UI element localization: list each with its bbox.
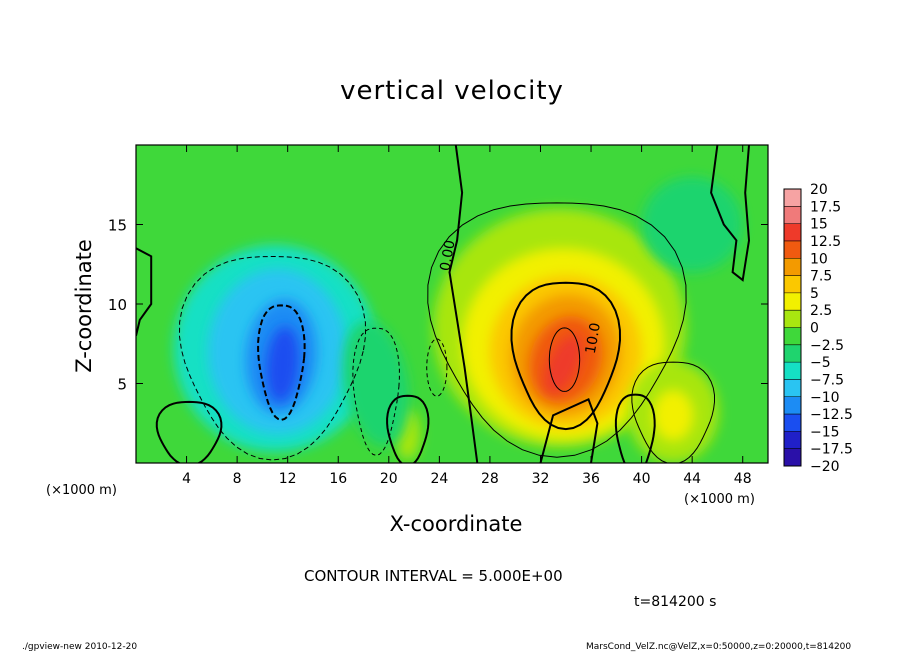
contour-updraft-15 <box>548 327 581 392</box>
colorbar-label-9: −2.5 <box>810 338 844 354</box>
x-tick-label-2: 12 <box>279 471 297 487</box>
y-tick-label-0: 5 <box>117 376 127 394</box>
contour-zero-cell-2 <box>155 400 223 463</box>
colorbar-label-12: −10 <box>810 390 840 406</box>
contour-interval-label: CONTOUR INTERVAL = 5.000E+00 <box>304 567 563 585</box>
downdraft-core <box>265 326 300 403</box>
colorbar-label-6: 5 <box>810 286 819 302</box>
colorbar-segment-10 <box>784 362 801 380</box>
chart-title: vertical velocity <box>340 76 564 106</box>
x-tick-label-6: 28 <box>481 471 499 487</box>
velocity-field <box>136 145 768 463</box>
colorbar-label-15: −17.5 <box>810 442 853 458</box>
time-label: t=814200 s <box>634 594 717 610</box>
y-tick-label-2: 15 <box>108 217 127 235</box>
updraft-core <box>544 334 583 394</box>
contour-zero-cell-1 <box>386 394 430 463</box>
colorbar-label-2: 15 <box>810 217 828 233</box>
contour-downdraft-10 <box>257 304 306 421</box>
colorbar-segment-4 <box>784 258 801 277</box>
colorbar-segment-0 <box>784 189 801 207</box>
colorbar-label-14: −15 <box>810 424 840 440</box>
colorbar-label-11: −7.5 <box>810 372 844 388</box>
x-tick-label-10: 44 <box>683 471 701 487</box>
colorbar-segment-5 <box>784 275 801 294</box>
x-tick-label-5: 24 <box>430 471 448 487</box>
colorbar-label-1: 17.5 <box>810 199 841 215</box>
colorbar-label-4: 10 <box>810 251 828 267</box>
colorbar-segment-6 <box>784 292 801 311</box>
colorbar-segment-8 <box>784 327 801 346</box>
colorbar-segment-3 <box>784 240 801 259</box>
contour-updraft-10 <box>510 281 622 431</box>
y-tick-label-1: 10 <box>108 296 127 314</box>
contour-zero-upper-right <box>710 145 751 282</box>
contour-downdraft-minor-2 <box>426 338 448 397</box>
colorbar-label-3: 12.5 <box>810 234 841 250</box>
x-tick-label-3: 16 <box>329 471 347 487</box>
colorbar-segment-9 <box>784 344 801 363</box>
colorbar-segment-1 <box>784 206 801 225</box>
x-unit-label-right: (×1000 m) <box>684 492 755 507</box>
contour-label-0: 0.00 <box>437 239 458 272</box>
secondary-updraft-core <box>652 389 694 441</box>
x-tick-label-8: 36 <box>582 471 600 487</box>
contour-updraft-5 <box>427 202 687 458</box>
colorbar-segment-15 <box>784 448 801 467</box>
footer-left: ./gpview-new 2010-12-20 <box>22 642 138 652</box>
x-unit-label-left: (×1000 m) <box>46 483 117 498</box>
x-tick-label-7: 32 <box>532 471 550 487</box>
colorbar-label-8: 0 <box>810 321 819 337</box>
colorbar-segment-12 <box>784 396 801 415</box>
x-tick-label-0: 4 <box>182 471 191 487</box>
colorbar-label-16: −20 <box>810 459 840 475</box>
contour-downdraft-minor <box>352 327 400 456</box>
y-axis-label: Z-coordinate <box>72 239 96 373</box>
colorbar-segment-2 <box>784 223 801 242</box>
colorbar-segment-7 <box>784 310 801 328</box>
contour-label-1: 10.0 <box>583 322 604 355</box>
colorbar-segment-11 <box>784 379 801 398</box>
x-tick-label-1: 8 <box>233 471 242 487</box>
contour-zero-low <box>539 398 599 463</box>
colorbar-label-7: 2.5 <box>810 303 832 319</box>
colorbar-label-5: 7.5 <box>810 269 832 285</box>
footer-right: MarsCond_VelZ.nc@VelZ,x=0:50000,z=0:2000… <box>586 642 852 652</box>
colorbar-segment-13 <box>784 414 801 432</box>
colorbar-label-10: −5 <box>810 355 831 371</box>
downdraft-minor <box>343 320 410 447</box>
colorbar-label-13: −12.5 <box>810 407 853 423</box>
colorbar-label-0: 20 <box>810 182 828 198</box>
contour-downdraft-5 <box>178 255 367 461</box>
contour-zero-cell-3 <box>614 393 656 463</box>
contour-zero-left <box>136 247 153 337</box>
contour-lines: 0.00 10.0 <box>136 145 751 463</box>
x-tick-label-4: 20 <box>380 471 398 487</box>
x-axis-label: X-coordinate <box>389 512 523 536</box>
x-tick-label-11: 48 <box>734 471 752 487</box>
downdraft-upper-right <box>641 176 743 273</box>
contour-zero <box>448 145 479 463</box>
x-tick-label-9: 40 <box>633 471 651 487</box>
contour-secondary-5 <box>631 361 715 463</box>
colorbar-segment-14 <box>784 431 801 450</box>
